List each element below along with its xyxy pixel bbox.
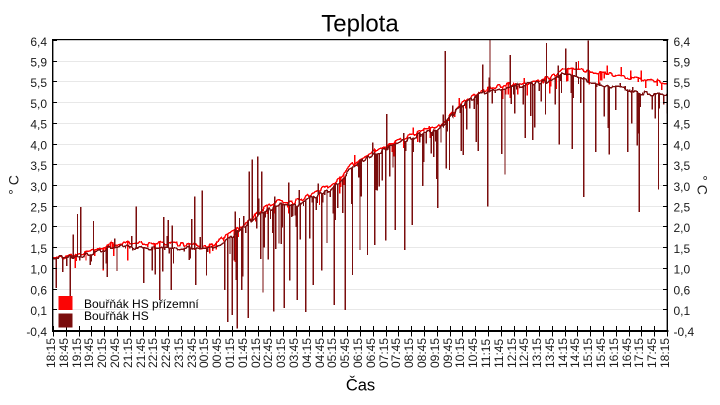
svg-text:16:15: 16:15 (607, 338, 621, 368)
svg-text:3,0: 3,0 (30, 180, 47, 194)
svg-text:2,5: 2,5 (674, 201, 691, 215)
svg-text:11:15: 11:15 (479, 339, 493, 368)
svg-text:07:15: 07:15 (377, 338, 391, 368)
svg-text:13:45: 13:45 (543, 338, 557, 368)
svg-text:18:15: 18:15 (44, 338, 58, 368)
svg-text:3,5: 3,5 (30, 159, 47, 173)
svg-text:01:45: 01:45 (236, 338, 250, 368)
svg-text:20:15: 20:15 (95, 338, 109, 368)
svg-text:5,0: 5,0 (30, 97, 47, 111)
svg-text:08:45: 08:45 (415, 338, 429, 368)
svg-text:1,5: 1,5 (30, 242, 47, 256)
svg-text:° C: ° C (695, 175, 711, 195)
svg-text:12:15: 12:15 (505, 338, 519, 368)
svg-text:6,4: 6,4 (674, 35, 691, 49)
svg-text:5,9: 5,9 (30, 56, 47, 70)
svg-text:0,6: 0,6 (674, 283, 691, 297)
svg-text:Bouřňák HS: Bouřňák HS (84, 309, 149, 323)
svg-text:23:45: 23:45 (185, 338, 199, 368)
svg-text:2,0: 2,0 (674, 221, 691, 235)
svg-text:11:45: 11:45 (492, 339, 506, 368)
svg-text:0,1: 0,1 (30, 304, 47, 318)
svg-text:4,5: 4,5 (30, 118, 47, 132)
svg-text:00:45: 00:45 (210, 338, 224, 368)
svg-text:18:15: 18:15 (658, 338, 672, 368)
svg-text:-0,4: -0,4 (674, 325, 695, 339)
svg-text:12:45: 12:45 (517, 338, 531, 368)
svg-text:01:15: 01:15 (223, 338, 237, 368)
svg-text:15:45: 15:45 (594, 338, 608, 368)
svg-text:° C: ° C (6, 175, 22, 195)
svg-text:1,0: 1,0 (674, 263, 691, 277)
svg-text:0,6: 0,6 (30, 283, 47, 297)
svg-text:04:45: 04:45 (313, 338, 327, 368)
svg-text:20:45: 20:45 (108, 338, 122, 368)
svg-text:07:45: 07:45 (389, 338, 403, 368)
svg-text:06:45: 06:45 (364, 338, 378, 368)
svg-text:10:15: 10:15 (453, 338, 467, 368)
svg-text:03:15: 03:15 (274, 338, 288, 368)
svg-text:16:45: 16:45 (620, 338, 634, 368)
svg-text:02:15: 02:15 (249, 338, 263, 368)
svg-text:09:15: 09:15 (428, 338, 442, 368)
svg-text:18:45: 18:45 (57, 338, 71, 368)
svg-text:05:45: 05:45 (338, 338, 352, 368)
svg-text:21:15: 21:15 (121, 338, 135, 368)
svg-text:Bouřňák HS přízemní: Bouřňák HS přízemní (84, 297, 199, 311)
svg-text:2,5: 2,5 (30, 201, 47, 215)
svg-text:1,5: 1,5 (674, 242, 691, 256)
svg-text:4,0: 4,0 (30, 138, 47, 152)
svg-text:4,0: 4,0 (674, 138, 691, 152)
svg-text:10:45: 10:45 (466, 338, 480, 368)
svg-text:Teplota: Teplota (321, 11, 399, 38)
svg-text:3,5: 3,5 (674, 159, 691, 173)
svg-text:00:15: 00:15 (197, 338, 211, 368)
svg-text:5,5: 5,5 (30, 76, 47, 90)
svg-text:19:45: 19:45 (82, 338, 96, 368)
svg-text:4,5: 4,5 (674, 118, 691, 132)
svg-text:17:45: 17:45 (645, 338, 659, 368)
svg-text:22:15: 22:15 (146, 338, 160, 368)
svg-text:13:15: 13:15 (530, 338, 544, 368)
svg-text:05:15: 05:15 (325, 338, 339, 368)
svg-text:5,9: 5,9 (674, 56, 691, 70)
svg-text:21:45: 21:45 (134, 338, 148, 368)
svg-text:23:15: 23:15 (172, 338, 186, 368)
svg-text:14:45: 14:45 (568, 338, 582, 368)
svg-text:17:15: 17:15 (632, 338, 646, 368)
svg-text:6,4: 6,4 (30, 35, 47, 49)
svg-text:06:15: 06:15 (351, 338, 365, 368)
svg-text:3,0: 3,0 (674, 180, 691, 194)
svg-text:04:15: 04:15 (300, 338, 314, 368)
svg-text:0,1: 0,1 (674, 304, 691, 318)
svg-text:02:45: 02:45 (261, 338, 275, 368)
svg-text:Čas: Čas (346, 376, 375, 395)
svg-text:-0,4: -0,4 (26, 325, 47, 339)
svg-text:09:45: 09:45 (441, 338, 455, 368)
svg-text:15:15: 15:15 (581, 338, 595, 368)
svg-text:2,0: 2,0 (30, 221, 47, 235)
svg-text:08:15: 08:15 (402, 338, 416, 368)
svg-text:22:45: 22:45 (159, 338, 173, 368)
svg-text:14:15: 14:15 (556, 338, 570, 368)
svg-text:03:45: 03:45 (287, 338, 301, 368)
svg-text:5,5: 5,5 (674, 76, 691, 90)
svg-text:19:15: 19:15 (70, 338, 84, 368)
svg-text:5,0: 5,0 (674, 97, 691, 111)
svg-text:1,0: 1,0 (30, 263, 47, 277)
